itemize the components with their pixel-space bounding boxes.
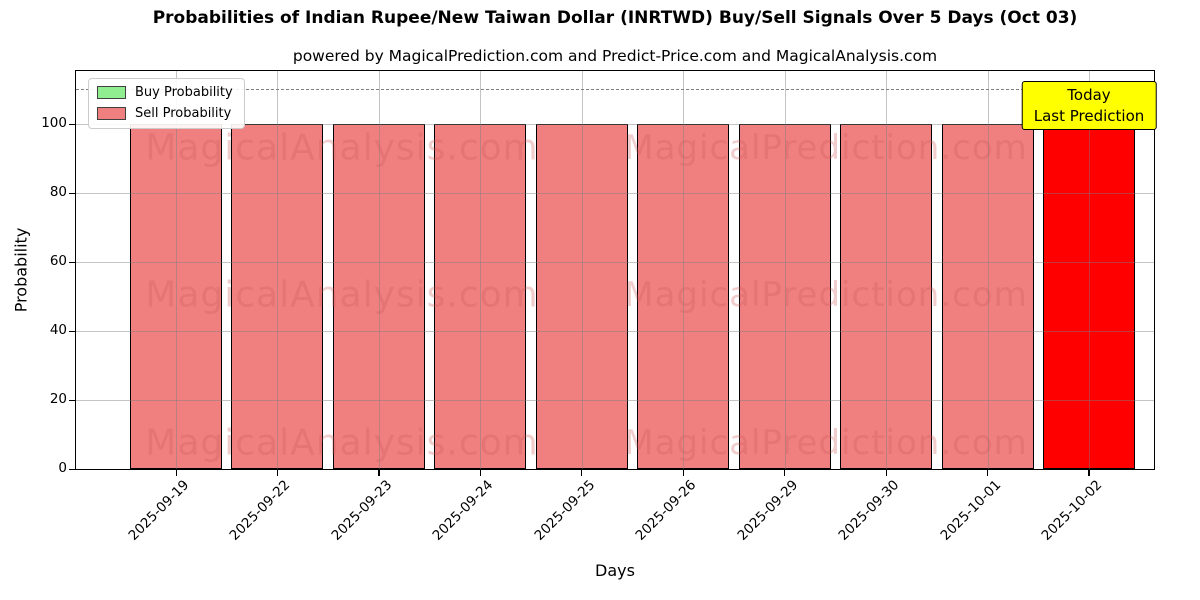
x-tick-label: 2025-09-26 — [632, 477, 700, 544]
x-tick-mark — [276, 470, 279, 476]
chart-title: Probabilities of Indian Rupee/New Taiwan… — [152, 8, 1078, 28]
legend: Buy Probability Sell Probability — [88, 78, 245, 129]
x-tick-mark — [682, 470, 684, 476]
y-tick-mark — [69, 192, 75, 195]
bar-2025-10-02 — [1042, 123, 1135, 469]
legend-label-buy: Buy Probability — [135, 85, 233, 100]
y-tick-label: 80 — [49, 183, 67, 200]
x-tick-label: 2025-10-01 — [937, 477, 1004, 544]
bar-2025-09-24 — [434, 123, 527, 469]
x-tick-mark — [784, 470, 786, 476]
y-tick-mark — [69, 469, 75, 471]
v-gridline-2025-09-30 — [886, 71, 888, 469]
x-tick-label: 2025-09-19 — [125, 477, 193, 544]
h-gridline-80 — [76, 192, 1154, 194]
y-tick-mark — [69, 399, 75, 402]
legend-label-sell: Sell Probability — [135, 106, 232, 121]
x-axis-label: Days — [595, 561, 635, 580]
bar-2025-09-30 — [840, 123, 933, 469]
x-tick-mark — [378, 470, 380, 476]
x-tick-mark — [987, 470, 989, 476]
h-gridline-100 — [76, 123, 1154, 125]
chart-subtitle: powered by MagicalPrediction.com and Pre… — [292, 47, 938, 65]
today-annotation: Today Last Prediction — [1021, 81, 1157, 131]
bar-2025-09-19 — [130, 123, 222, 469]
bars-layer — [76, 71, 1154, 469]
v-gridline-2025-10-01 — [987, 71, 989, 469]
y-tick-label: 20 — [49, 390, 67, 407]
x-tick-label: 2025-09-30 — [835, 477, 903, 544]
x-tick-mark — [1088, 470, 1090, 476]
sell-swatch-icon — [97, 107, 126, 120]
legend-item-buy: Buy Probability — [97, 85, 233, 100]
x-tick-mark — [581, 470, 583, 476]
v-gridline-2025-10-02 — [1088, 71, 1090, 469]
x-tick-label: 2025-09-29 — [734, 477, 801, 544]
v-gridline-2025-09-23 — [378, 71, 380, 469]
v-gridline-2025-09-29 — [784, 71, 786, 469]
bar-2025-09-29 — [738, 123, 831, 469]
buy-swatch-icon — [97, 86, 126, 99]
today-annotation-line2: Last Prediction — [1033, 106, 1145, 125]
x-tick-label: 2025-09-25 — [531, 477, 599, 544]
bar-2025-09-22 — [231, 123, 324, 469]
v-gridline-2025-09-22 — [277, 71, 279, 469]
plot-area: MagicalAnalysis.com MagicalPrediction.com… — [75, 70, 1155, 470]
y-tick-mark — [69, 123, 75, 125]
bar-2025-09-26 — [637, 123, 730, 469]
x-tick-label: 2025-09-23 — [328, 477, 396, 544]
h-gridline-60 — [76, 261, 1154, 263]
y-tick-label: 0 — [58, 460, 67, 476]
v-gridline-2025-09-26 — [683, 71, 685, 469]
x-tick-label: 2025-09-22 — [226, 477, 294, 544]
v-gridline-2025-09-24 — [480, 71, 482, 469]
x-tick-label: 2025-09-24 — [429, 477, 497, 544]
x-tick-mark — [175, 470, 177, 476]
grid-layer — [76, 71, 1154, 469]
y-axis-label: Probability — [11, 227, 31, 313]
y-tick-mark — [69, 330, 75, 333]
legend-item-sell: Sell Probability — [97, 106, 233, 121]
x-tick-mark — [479, 470, 481, 476]
h-gridline-40 — [76, 330, 1154, 332]
today-annotation-line1: Today — [1067, 86, 1111, 104]
y-tick-mark — [69, 261, 75, 264]
bar-2025-09-23 — [332, 123, 425, 469]
v-gridline-2025-09-19 — [176, 71, 177, 469]
bar-2025-09-25 — [535, 123, 628, 469]
v-gridline-2025-09-25 — [581, 71, 583, 469]
y-tick-label: 40 — [49, 321, 67, 338]
x-tick-label: 2025-10-02 — [1038, 477, 1106, 544]
dashed-threshold-line — [76, 89, 1154, 91]
bar-2025-10-01 — [941, 123, 1034, 469]
y-tick-label: 60 — [49, 252, 67, 269]
h-gridline-20 — [76, 399, 1154, 401]
x-tick-mark — [885, 470, 887, 476]
y-tick-label: 100 — [41, 114, 67, 131]
